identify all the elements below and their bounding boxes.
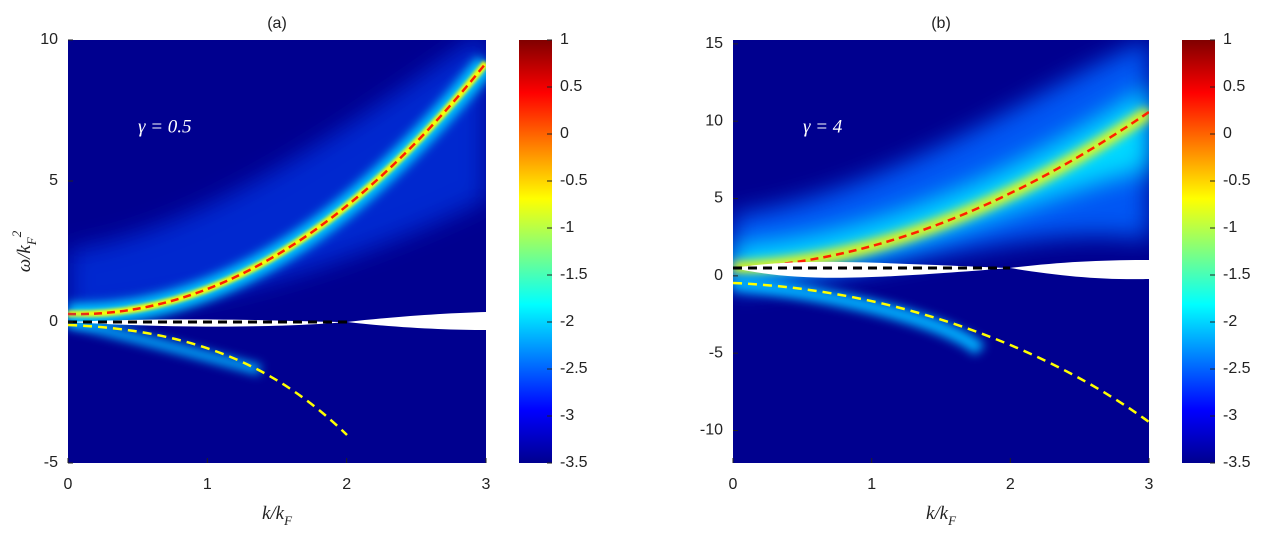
colorbar-tick-label: -1.5 [1223,266,1251,283]
colorbar-tick-label: -2.5 [560,360,588,377]
x-tick-label: 0 [729,476,738,493]
colorbar-tick-label: -2.5 [1223,360,1251,377]
colorbar-tick-label: -0.5 [560,172,588,189]
y-tick-label: 10 [705,112,723,129]
x-axis-label: k/kF [262,503,293,528]
x-tick-label: 2 [342,476,351,493]
heatmap-b [733,40,1149,463]
colorbar-a [519,40,552,463]
y-tick-label: 15 [705,35,723,52]
x-tick-label: 0 [64,476,73,493]
y-tick-label: 0 [49,313,58,330]
colorbar-tick-label: -3 [1223,407,1237,424]
colorbar-tick-label: -0.5 [1223,172,1251,189]
colorbar-tick-label: -1 [1223,219,1237,236]
y-tick-label: 5 [49,172,58,189]
colorbar-tick-label: -2 [560,313,574,330]
colorbar-tick-label: -3 [560,407,574,424]
x-tick-label: 3 [482,476,491,493]
chart-title: (b) [931,15,951,32]
x-tick-label: 2 [1006,476,1015,493]
colorbar-tick-label: 0.5 [1223,78,1245,95]
colorbar-tick-label: -2 [1223,313,1237,330]
colorbar-tick-label: 0 [560,125,569,142]
annotation: γ = 4 [803,116,843,137]
colorbar-tick-label: -3.5 [560,454,588,471]
colorbar-tick-label: 0.5 [560,78,582,95]
colorbar-tick-label: -1.5 [560,266,588,283]
y-tick-label: -5 [44,454,58,471]
y-tick-label: 5 [714,190,723,207]
y-tick-label: 10 [40,31,58,48]
colorbar-tick-label: -1 [560,219,574,236]
x-axis-label: k/kF [926,503,957,528]
y-tick-label: 0 [714,267,723,284]
x-tick-label: 3 [1145,476,1154,493]
colorbar-tick-label: -3.5 [1223,454,1251,471]
colorbar-tick-label: 1 [1223,31,1232,48]
colorbar-tick-label: 1 [560,31,569,48]
heatmap-a [68,40,486,463]
annotation: γ = 0.5 [138,116,192,137]
y-tick-label: -5 [709,344,723,361]
chart-title: (a) [267,15,287,32]
y-axis-label: ω/kF2 [9,230,39,272]
colorbar-b [1182,40,1215,463]
colorbar-tick-label: 0 [1223,125,1232,142]
y-tick-label: -10 [700,422,723,439]
x-tick-label: 1 [867,476,876,493]
x-tick-label: 1 [203,476,212,493]
